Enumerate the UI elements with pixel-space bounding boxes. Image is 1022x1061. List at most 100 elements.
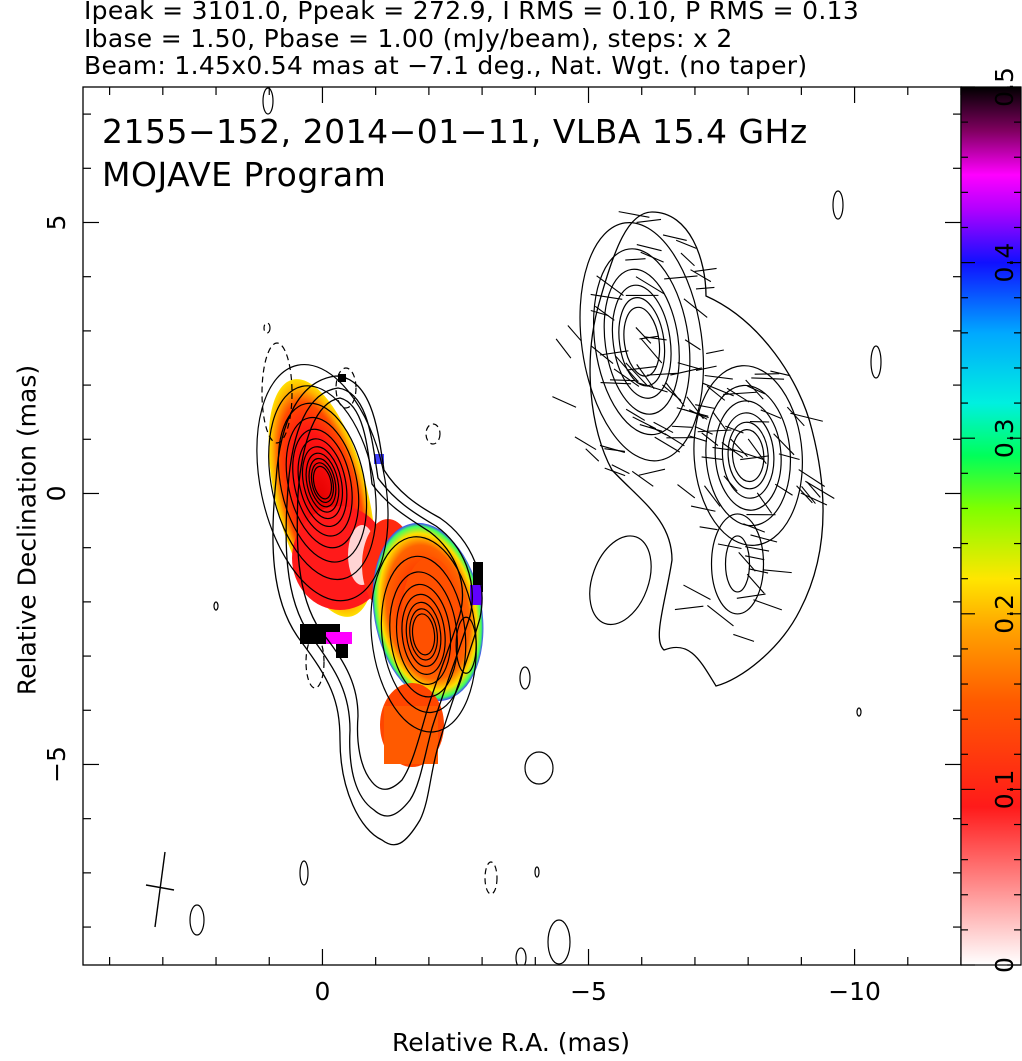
y-tick-label: −5 [42, 746, 71, 783]
evpa-tick [636, 381, 668, 393]
contour-core [292, 428, 353, 537]
colorbar-tick-label: 0.4 [990, 243, 1019, 283]
contour-core [312, 465, 333, 500]
evpa-tick [806, 481, 821, 498]
contour-core [310, 462, 335, 504]
evpa-tick [796, 485, 813, 504]
evpa-tick [680, 252, 695, 267]
contour-outer-south [705, 384, 792, 527]
evpa-tick [743, 523, 765, 533]
evpa-tick [778, 453, 800, 461]
evpa-tick [762, 569, 792, 574]
evpa-tick [611, 464, 630, 475]
evpa-tick [694, 426, 713, 435]
negative-contours [261, 322, 498, 895]
axis-tick-labels: 0 −5 −10 5 0 −5 [42, 215, 881, 1006]
evpa-tick [683, 298, 708, 318]
evpa-tick [590, 345, 614, 365]
evpa-tick [738, 552, 756, 572]
outer-jet-envelope [589, 211, 824, 687]
evpa-tick [745, 546, 770, 552]
evpa-tick [756, 492, 773, 514]
x-axis-title: Relative R.A. (mas) [392, 1028, 630, 1057]
contour-inner-jet [370, 536, 477, 733]
evpa-tick [555, 338, 572, 359]
evpa-tick [712, 411, 727, 430]
contour-jet-edge [455, 616, 477, 674]
evpa-tick [701, 456, 723, 460]
evpa-tick [615, 356, 639, 383]
evpa-tick [717, 543, 742, 550]
evpa-tick [567, 325, 582, 342]
evpa-tick [599, 350, 629, 356]
evpa-tick [706, 349, 724, 355]
contour-core [297, 438, 348, 528]
evpa-tick [677, 362, 700, 370]
evpa-tick [697, 429, 732, 433]
evpa-tick [684, 339, 701, 351]
contour-outer-south [727, 421, 769, 490]
colorbar-tick-label: 0.3 [990, 418, 1019, 458]
x-tick-label: −10 [828, 977, 881, 1006]
contour-inner-jet [409, 608, 438, 661]
evpa-tick [552, 396, 577, 408]
evpa-tick [712, 446, 736, 452]
axis-ticks [83, 87, 962, 965]
contour-lower-knot [710, 513, 765, 615]
evpa-tick [690, 505, 716, 512]
evpa-tick [723, 391, 757, 396]
evpa-tick [636, 244, 662, 252]
evpa-tick [618, 211, 650, 218]
y-tick-label: 0 [42, 486, 71, 502]
evpa-tick [639, 424, 663, 432]
evpa-tick [635, 276, 665, 295]
evpa-tick [640, 251, 664, 263]
contour-inner-jet [380, 555, 467, 714]
evpa-tick [688, 409, 708, 420]
contour-core [285, 416, 360, 549]
contour-core [308, 457, 337, 508]
evpa-ticks [552, 211, 835, 642]
evpa-tick [646, 372, 677, 376]
evpa-tick [613, 368, 640, 387]
evpa-tick [798, 469, 826, 487]
noise-contours [189, 87, 882, 965]
evpa-tick [638, 468, 666, 476]
colorbar-tick-label: 0.5 [990, 67, 1019, 107]
evpa-tick [653, 421, 674, 434]
evpa-tick [760, 409, 782, 419]
evpa-tick [625, 258, 646, 261]
colorbar-ticks [961, 86, 1021, 966]
plot-label-line-1: 2155−152, 2014−01−11, VLBA 15.4 GHz [102, 112, 808, 151]
evpa-tick [625, 362, 649, 387]
evpa-tick [604, 448, 626, 452]
contour-core [256, 363, 389, 602]
evpa-tick [732, 448, 765, 461]
contour-core [277, 402, 368, 563]
evpa-tick [721, 442, 744, 459]
contour-inner-jet [411, 613, 436, 656]
evpa-tick [736, 593, 766, 599]
contour-core [305, 452, 340, 513]
evpa-tick [751, 377, 785, 380]
evpa-tick [683, 584, 711, 601]
colorbar-tick-label: 0.1 [990, 770, 1019, 810]
header-line-2: Ibase = 1.50, Pbase = 1.00 (mJy/beam), s… [84, 24, 733, 53]
evpa-tick [675, 239, 697, 249]
contour-inner-jet [395, 583, 452, 685]
evpa-tick [677, 484, 696, 499]
y-tick-label: 5 [42, 215, 71, 231]
evpa-tick [690, 269, 712, 283]
colorbar-tick-label: 0.2 [990, 594, 1019, 634]
evpa-tick [790, 412, 823, 422]
contour-outer-north [579, 222, 705, 462]
evpa-tick [801, 486, 816, 504]
evpa-tick [649, 425, 667, 436]
colorbar-tick-label: 0 [990, 957, 1019, 973]
evpa-tick [600, 381, 632, 385]
contour-outer-south [721, 412, 775, 499]
evpa-tick [654, 436, 681, 453]
evpa-tick [674, 605, 704, 611]
evpa-tick [636, 218, 662, 223]
contour-inner-jet [401, 593, 446, 675]
